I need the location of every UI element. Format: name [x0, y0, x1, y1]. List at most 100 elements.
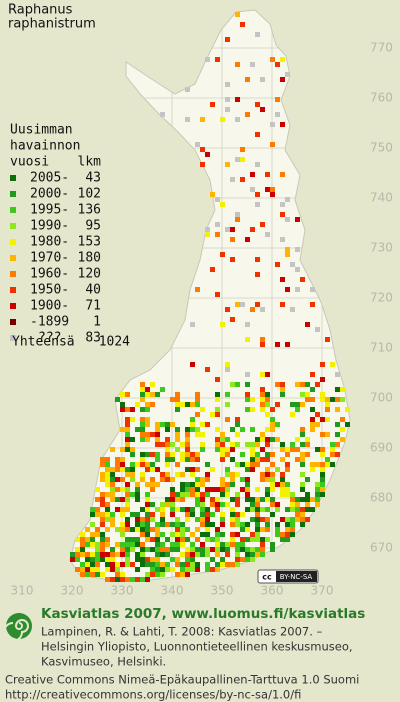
occurrence-cell — [120, 392, 125, 397]
legend-label: -1899 — [30, 315, 69, 330]
occurrence-cell — [270, 122, 275, 127]
occurrence-cell — [115, 572, 120, 577]
occurrence-cell — [250, 187, 255, 192]
legend-header: Uusimman — [10, 123, 73, 138]
occurrence-cell — [305, 502, 310, 507]
occurrence-cell — [135, 512, 140, 517]
occurrence-cell — [265, 412, 270, 417]
occurrence-cell — [155, 432, 160, 437]
occurrence-cell — [195, 527, 200, 532]
occurrence-cell — [190, 532, 195, 537]
occurrence-cell — [220, 522, 225, 527]
occurrence-cell — [135, 557, 140, 562]
occurrence-cell — [245, 527, 250, 532]
occurrence-cell — [140, 397, 145, 402]
occurrence-cell — [140, 552, 145, 557]
occurrence-cell — [230, 457, 235, 462]
legend-swatch — [10, 335, 16, 341]
occurrence-cell — [225, 97, 230, 102]
occurrence-cell — [170, 542, 175, 547]
occurrence-cell — [115, 507, 120, 512]
occurrence-cell — [335, 442, 340, 447]
occurrence-cell — [105, 552, 110, 557]
occurrence-cell — [165, 427, 170, 432]
occurrence-cell — [105, 567, 110, 572]
y-label: 730 — [370, 241, 393, 255]
occurrence-cell — [235, 422, 240, 427]
occurrence-cell — [260, 437, 265, 442]
occurrence-cell — [190, 402, 195, 407]
legend-header: havainnon — [10, 139, 80, 154]
occurrence-cell — [145, 422, 150, 427]
occurrence-cell — [220, 547, 225, 552]
occurrence-cell — [280, 237, 285, 242]
occurrence-cell — [185, 467, 190, 472]
occurrence-cell — [280, 472, 285, 477]
occurrence-cell — [75, 567, 80, 572]
occurrence-cell — [160, 512, 165, 517]
occurrence-cell — [140, 547, 145, 552]
occurrence-cell — [290, 492, 295, 497]
occurrence-cell — [220, 252, 225, 257]
occurrence-cell — [175, 542, 180, 547]
occurrence-cell — [315, 327, 320, 332]
occurrence-cell — [130, 492, 135, 497]
occurrence-cell — [230, 442, 235, 447]
occurrence-cell — [140, 542, 145, 547]
occurrence-cell — [140, 417, 145, 422]
occurrence-cell — [220, 322, 225, 327]
occurrence-cell — [285, 537, 290, 542]
occurrence-cell — [255, 302, 260, 307]
occurrence-cell — [235, 497, 240, 502]
occurrence-cell — [195, 477, 200, 482]
species-name: Raphanus — [8, 3, 73, 18]
occurrence-cell — [165, 502, 170, 507]
occurrence-cell — [265, 232, 270, 237]
occurrence-cell — [115, 542, 120, 547]
occurrence-cell — [340, 387, 345, 392]
occurrence-cell — [75, 557, 80, 562]
occurrence-cell — [275, 527, 280, 532]
occurrence-cell — [235, 502, 240, 507]
occurrence-cell — [210, 537, 215, 542]
occurrence-cell — [170, 487, 175, 492]
occurrence-cell — [180, 507, 185, 512]
occurrence-cell — [220, 442, 225, 447]
occurrence-cell — [265, 397, 270, 402]
occurrence-cell — [120, 552, 125, 557]
occurrence-cell — [225, 37, 230, 42]
occurrence-cell — [165, 522, 170, 527]
occurrence-cell — [230, 237, 235, 242]
occurrence-cell — [95, 542, 100, 547]
occurrence-cell — [130, 447, 135, 452]
occurrence-cell — [230, 447, 235, 452]
x-label: 360 — [261, 584, 284, 598]
occurrence-cell — [140, 432, 145, 437]
occurrence-cell — [265, 492, 270, 497]
occurrence-cell — [250, 462, 255, 467]
occurrence-cell — [145, 517, 150, 522]
occurrence-cell — [340, 437, 345, 442]
occurrence-cell — [295, 402, 300, 407]
occurrence-cell — [285, 197, 290, 202]
occurrence-cell — [250, 532, 255, 537]
occurrence-cell — [225, 482, 230, 487]
occurrence-cell — [125, 542, 130, 547]
occurrence-cell — [275, 402, 280, 407]
occurrence-cell — [130, 472, 135, 477]
occurrence-cell — [245, 492, 250, 497]
occurrence-cell — [230, 257, 235, 262]
occurrence-cell — [180, 442, 185, 447]
occurrence-cell — [215, 527, 220, 532]
occurrence-cell — [270, 547, 275, 552]
occurrence-cell — [175, 492, 180, 497]
occurrence-cell — [290, 527, 295, 532]
occurrence-cell — [105, 577, 110, 582]
occurrence-cell — [300, 472, 305, 477]
occurrence-cell — [260, 77, 265, 82]
occurrence-cell — [160, 472, 165, 477]
occurrence-cell — [215, 377, 220, 382]
occurrence-cell — [80, 537, 85, 542]
occurrence-cell — [160, 522, 165, 527]
occurrence-cell — [260, 477, 265, 482]
